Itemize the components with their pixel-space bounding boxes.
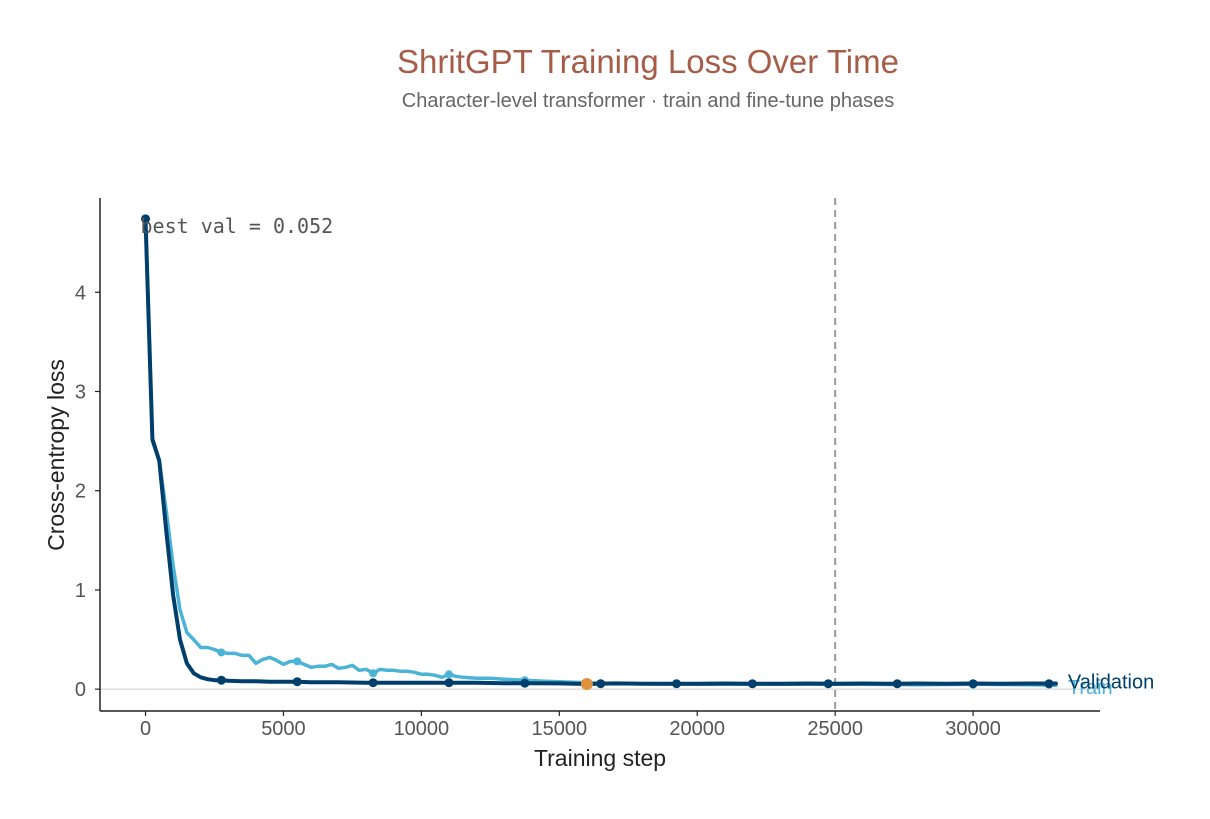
- x-axis-label: Training step: [534, 745, 666, 771]
- validation-point: [1044, 679, 1054, 689]
- validation-point: [292, 677, 302, 687]
- y-tick-label: 2: [75, 481, 86, 503]
- validation-point: [368, 678, 378, 688]
- validation-point: [216, 675, 226, 685]
- y-tick-label: 0: [75, 679, 86, 701]
- best-val-annotation: best val = 0.052: [141, 214, 334, 238]
- train-point: [444, 670, 453, 679]
- validation-point: [596, 679, 606, 689]
- train-line: [143, 217, 1058, 687]
- train-series-label: Train: [1068, 677, 1113, 699]
- x-tick-label: 5000: [261, 718, 306, 740]
- best-val-point: [580, 678, 593, 691]
- train-point: [293, 657, 302, 666]
- x-tick-label: 20000: [669, 718, 725, 740]
- x-tick-label: 15000: [531, 718, 587, 740]
- chart-title: ShritGPT Training Loss Over Time: [397, 43, 899, 80]
- plot-area: 0 5000 10000 15000 20000 25000 30000 0 1 2 3 4 Train…: [75, 198, 1154, 740]
- x-tick-label: 30000: [945, 718, 1001, 740]
- validation-point: [892, 679, 902, 689]
- x-tick-label: 25000: [807, 718, 863, 740]
- validation-series-label: Validation: [1068, 672, 1154, 694]
- train-series: Train: [141, 214, 1113, 699]
- y-tick-label: 4: [75, 282, 86, 304]
- validation-point: [141, 214, 151, 224]
- validation-point: [520, 678, 530, 688]
- chart-subtitle: Character-level transformer · train and …: [402, 90, 894, 112]
- validation-point: [747, 679, 757, 689]
- y-tick-label: 3: [75, 381, 86, 403]
- train-point: [217, 648, 226, 657]
- validation-point: [968, 679, 978, 689]
- validation-point: [444, 678, 454, 688]
- x-tick-label: 10000: [394, 718, 450, 740]
- y-tick-label: 1: [75, 580, 86, 602]
- validation-point: [823, 679, 833, 689]
- validation-series: Validation: [141, 214, 1154, 694]
- train-point: [369, 669, 378, 678]
- x-tick-label: 0: [140, 718, 151, 740]
- validation-point: [672, 679, 682, 689]
- y-axis-label: Cross-entropy loss: [43, 359, 69, 551]
- validation-line: [143, 216, 1058, 686]
